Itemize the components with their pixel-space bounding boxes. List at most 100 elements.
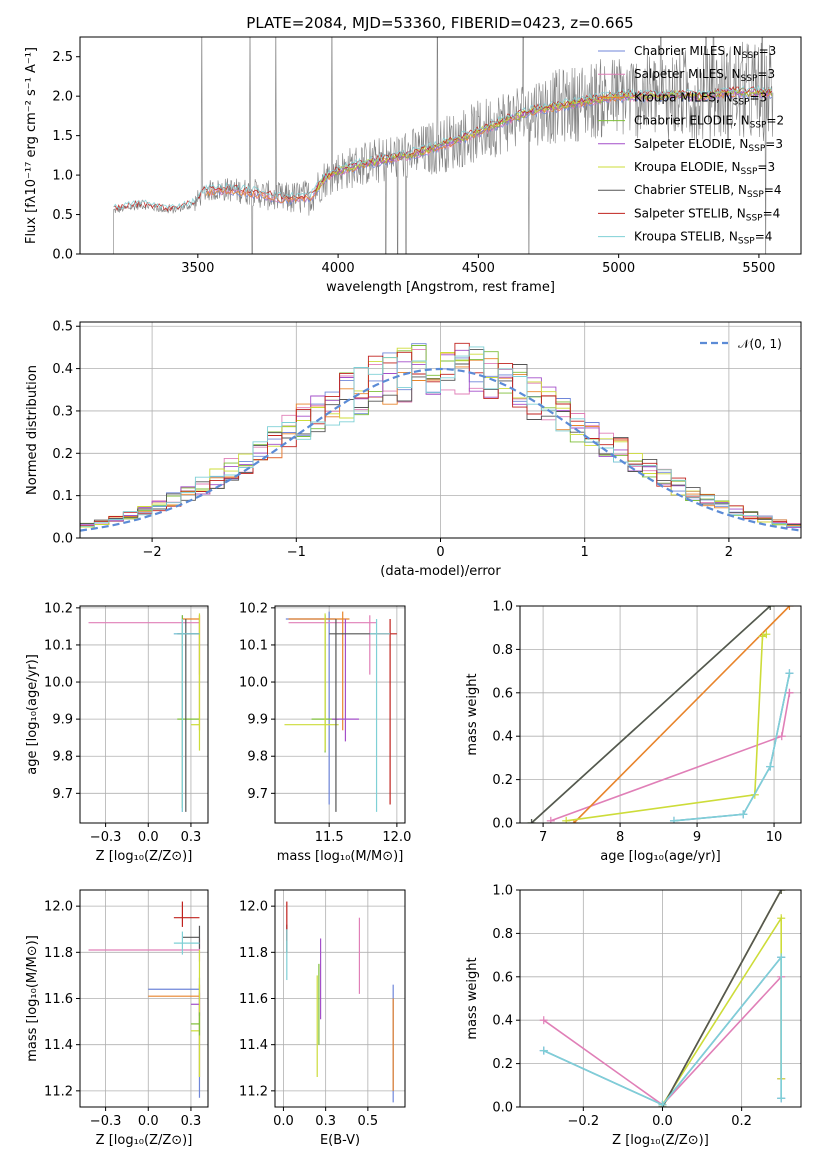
age-mass-frame (274, 605, 406, 824)
massweight-Z-xtick-label: 0.0 (652, 1114, 673, 1129)
massweight-age-plot-area (527, 606, 794, 823)
figure-title: PLATE=2084, MJD=53360, FIBERID=0423, z=0… (246, 14, 633, 32)
spectrum-plot-area (113, 37, 774, 254)
mass-EBV-plot-area (286, 901, 394, 1103)
massweight-line-chabrier-stelib (530, 606, 771, 823)
massweight-age-xtick-label: 9 (693, 830, 701, 845)
age-mass-ytick-label: 10.0 (239, 676, 268, 691)
residuals-xtick-label: −1 (287, 545, 306, 560)
spectrum-ytick-label: 2.0 (52, 90, 73, 105)
massweight-vs-metallicity-panel: −0.2 0.0 0.2 0.0 0.2 0.4 0.6 0.8 1.0 Z [log₁₀(Z/Z… (465, 884, 802, 1148)
spectrum-ytick-label: 0.0 (52, 248, 73, 263)
spectrum-xtick-label: 5500 (742, 261, 775, 276)
mass-Z-xlabel: Z [log₁₀(Z/Z⊙)] (96, 1133, 193, 1148)
massweight-line-kroupa-elodie (566, 633, 767, 822)
age-mass-ytick-label: 10.2 (239, 601, 268, 616)
mass-vs-metallicity-panel: −0.3 0.0 0.3 11.2 11.4 11.6 11.8 12.0 Z [log₁₀(Z… (25, 889, 209, 1148)
age-Z-ytick-label: 9.7 (52, 787, 73, 802)
age-Z-ytick-label: 10.0 (44, 676, 73, 691)
residuals-xtick-label: 1 (581, 545, 589, 560)
massweight-line-kroupa-stelib (673, 673, 791, 822)
spectrum-xtick-label: 5000 (602, 261, 635, 276)
residuals-plot-area (80, 342, 801, 538)
massweight-Z-frame (519, 889, 802, 1108)
massweight-Z-axes: −0.2 0.0 0.2 0.0 0.2 0.4 0.6 0.8 1.0 Z [log₁₀(Z/Z… (465, 884, 802, 1148)
massweight-point (739, 810, 748, 819)
residuals-axes: −2 −1 0 1 2 0.0 0.1 0.2 0.3 0.4 0.5 (data-model)/er… (25, 320, 802, 579)
mass-EBV-ytick-label: 11.2 (239, 1084, 268, 1099)
age-Z-xtick-label: 0.0 (138, 830, 159, 845)
massweight-point (785, 688, 794, 697)
massweight-point (758, 632, 767, 641)
residuals-ytick-label: 0.5 (52, 320, 73, 335)
massweight-age-xlabel: age [log₁₀(age/yr)] (600, 849, 721, 864)
massweight-Z-plot-area (539, 890, 786, 1107)
spectrum-ytick-label: 0.5 (52, 208, 73, 223)
massweight-Z-ylabel: mass weight (465, 957, 480, 1039)
spectrum-xtick-label: 4000 (322, 261, 355, 276)
massweight-age-ytick-label: 0.0 (492, 817, 513, 832)
residuals-legend: 𝒩(0, 1) (700, 337, 782, 351)
age-mass-xtick-label: 12.0 (382, 830, 411, 845)
mass-Z-ytick-label: 11.2 (44, 1084, 73, 1099)
mass-Z-axes: −0.3 0.0 0.3 11.2 11.4 11.6 11.8 12.0 Z [log₁₀(Z… (25, 889, 209, 1148)
massweight-line-kroupa-miles (573, 606, 791, 823)
residuals-ytick-label: 0.2 (52, 447, 73, 462)
mass-EBV-xtick-label: 0.0 (273, 1114, 294, 1129)
mass-Z-xtick-label: 0.0 (138, 1114, 159, 1129)
massweight-line-chabrier-stelib (661, 890, 782, 1107)
massweight-Z-ytick-label: 0.0 (492, 1101, 513, 1116)
errorbar-chabrier-stelib (329, 618, 377, 812)
massweight-vs-age-panel: 7 8 9 10 0.0 0.2 0.4 0.6 0.8 1.0 age [log₁₀(age/yr… (465, 600, 802, 864)
massweight-point (562, 816, 571, 823)
errorbar-salpeter-stelib (173, 901, 200, 927)
legend-entry: Kroupa MILES, NSSP=3 (634, 90, 767, 107)
spectrum-ytick-label: 2.5 (52, 50, 73, 65)
legend-entry: Kroupa ELODIE, NSSP=3 (634, 160, 775, 177)
errorbar-salpeter-stelib (376, 618, 397, 805)
age-mass-gridlines (275, 606, 405, 823)
massweight-line-salpeter-miles (550, 692, 791, 822)
mass-EBV-gridlines (275, 890, 405, 1107)
age-mass-axes: 11.5 12.0 9.7 9.8 9.9 10.0 10.1 10.2 mass [log₁₀… (239, 601, 411, 864)
age-vs-mass-panel: 11.5 12.0 9.7 9.8 9.9 10.0 10.1 10.2 mass [log₁₀… (239, 601, 411, 864)
residual-histogram-panel: −2 −1 0 1 2 0.0 0.1 0.2 0.3 0.4 0.5 (data-model)/er… (25, 320, 802, 579)
spectrum-xtick-label: 4500 (462, 261, 495, 276)
age-Z-ytick-label: 9.9 (52, 713, 73, 728)
model-spectrum-kroupa-stelib (113, 84, 773, 210)
massweight-point (777, 890, 786, 894)
spectrum-panel: 3500 4000 4500 5000 5500 0.0 0.5 1.0 1.5 2.0 2.5 wa… (24, 36, 802, 295)
residuals-ytick-label: 0.0 (52, 532, 73, 547)
legend-entry: Kroupa STELIB, NSSP=4 (634, 230, 772, 247)
massweight-age-ytick-label: 1.0 (492, 600, 513, 615)
residuals-ytick-label: 0.3 (52, 404, 73, 419)
massweight-Z-ytick-label: 0.2 (492, 1057, 513, 1072)
massweight-age-axes: 7 8 9 10 0.0 0.2 0.4 0.6 0.8 1.0 age [log₁₀(age/yr… (465, 600, 802, 864)
massweight-age-ytick-label: 0.8 (492, 643, 513, 658)
age-Z-plot-area (88, 613, 201, 812)
mass-EBV-ytick-label: 12.0 (239, 900, 268, 915)
massweight-age-ytick-label: 0.2 (492, 773, 513, 788)
massweight-point (766, 606, 775, 610)
model-spectrum-salpeter-elodie (315, 88, 772, 190)
age-mass-plot-area (284, 611, 397, 812)
mass-Z-ytick-label: 12.0 (44, 900, 73, 915)
age-mass-ytick-label: 9.7 (247, 787, 268, 802)
age-Z-frame (79, 605, 209, 824)
spectrum-ytick-label: 1.0 (52, 169, 73, 184)
massweight-age-xtick-label: 8 (616, 830, 624, 845)
massweight-age-xtick-label: 10 (766, 830, 783, 845)
mass-EBV-xlabel: E(B-V) (320, 1133, 360, 1148)
massweight-line-kroupa-elodie (661, 915, 782, 1106)
spectrum-ylabel: Flux [fλ10⁻¹⁷ erg cm⁻² s⁻¹ A⁻¹] (24, 47, 39, 244)
mass-EBV-ytick-label: 11.6 (239, 992, 268, 1007)
errorbar-chabrier-elodie (177, 615, 200, 809)
massweight-Z-xtick-label: 0.2 (731, 1114, 752, 1129)
age-Z-ytick-label: 9.8 (52, 750, 73, 765)
legend-entry: Salpeter ELODIE, NSSP=3 (634, 137, 783, 154)
legend-entry: Chabrier MILES, NSSP=3 (634, 44, 776, 61)
residuals-ytick-label: 0.1 (52, 489, 73, 504)
errorbar-kroupa-elodie (190, 950, 201, 1077)
residuals-ytick-label: 0.4 (52, 362, 73, 377)
